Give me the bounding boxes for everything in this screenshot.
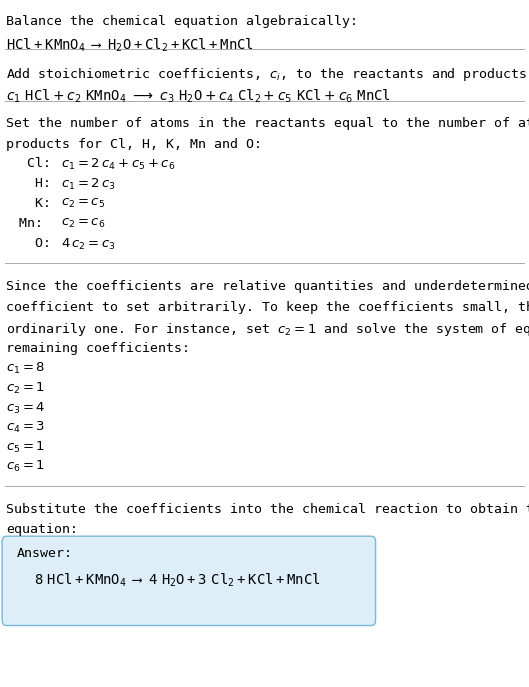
FancyBboxPatch shape [2, 536, 376, 625]
Text: $c_6 = 1$: $c_6 = 1$ [6, 459, 45, 474]
Text: Mn:: Mn: [19, 217, 50, 230]
Text: Since the coefficients are relative quantities and underdetermined, choose a: Since the coefficients are relative quan… [6, 280, 529, 293]
Text: $c_2 = c_5$: $c_2 = c_5$ [61, 197, 105, 210]
Text: $c_1 = 2\,c_3$: $c_1 = 2\,c_3$ [61, 177, 116, 192]
Text: K:: K: [19, 197, 59, 210]
Text: Add stoichiometric coefficients, $c_i$, to the reactants and products:: Add stoichiometric coefficients, $c_i$, … [6, 66, 529, 82]
Text: $\mathtt{8\ HCl + KMnO_4 \ \longrightarrow \ 4\ H_2O + 3\ Cl_2 + KCl + MnCl}$: $\mathtt{8\ HCl + KMnO_4 \ \longrightarr… [34, 572, 321, 589]
Text: $c_1 = 8$: $c_1 = 8$ [6, 361, 45, 376]
Text: remaining coefficients:: remaining coefficients: [6, 342, 190, 354]
Text: Answer:: Answer: [17, 547, 73, 560]
Text: H:: H: [19, 177, 59, 190]
Text: $c_1 = 2\,c_4 + c_5 + c_6$: $c_1 = 2\,c_4 + c_5 + c_6$ [61, 157, 175, 172]
Text: $c_2 = 1$: $c_2 = 1$ [6, 381, 45, 396]
Text: Substitute the coefficients into the chemical reaction to obtain the balanced: Substitute the coefficients into the che… [6, 503, 529, 515]
Text: coefficient to set arbitrarily. To keep the coefficients small, the arbitrary va: coefficient to set arbitrarily. To keep … [6, 301, 529, 313]
Text: Cl:: Cl: [19, 157, 59, 170]
Text: $c_3 = 4$: $c_3 = 4$ [6, 401, 46, 416]
Text: equation:: equation: [6, 523, 78, 536]
Text: Balance the chemical equation algebraically:: Balance the chemical equation algebraica… [6, 15, 358, 28]
Text: $c_2 = c_6$: $c_2 = c_6$ [61, 217, 105, 230]
Text: $c_5 = 1$: $c_5 = 1$ [6, 440, 45, 455]
Text: $c_1\ \mathtt{HCl} + c_2\ \mathtt{KMnO_4} \ \longrightarrow \ c_3\ \mathtt{H_2O}: $c_1\ \mathtt{HCl} + c_2\ \mathtt{KMnO_4… [6, 87, 391, 104]
Text: Set the number of atoms in the reactants equal to the number of atoms in the: Set the number of atoms in the reactants… [6, 117, 529, 130]
Text: $c_4 = 3$: $c_4 = 3$ [6, 420, 45, 435]
Text: ordinarily one. For instance, set $c_2 = 1$ and solve the system of equations fo: ordinarily one. For instance, set $c_2 =… [6, 322, 529, 338]
Text: O:: O: [19, 237, 59, 250]
Text: products for Cl, H, K, Mn and O:: products for Cl, H, K, Mn and O: [6, 137, 262, 150]
Text: $\mathtt{HCl + KMnO_4 \ \longrightarrow \ H_2O + Cl_2 + KCl + MnCl}$: $\mathtt{HCl + KMnO_4 \ \longrightarrow … [6, 36, 254, 54]
Text: $4\,c_2 = c_3$: $4\,c_2 = c_3$ [61, 237, 116, 252]
